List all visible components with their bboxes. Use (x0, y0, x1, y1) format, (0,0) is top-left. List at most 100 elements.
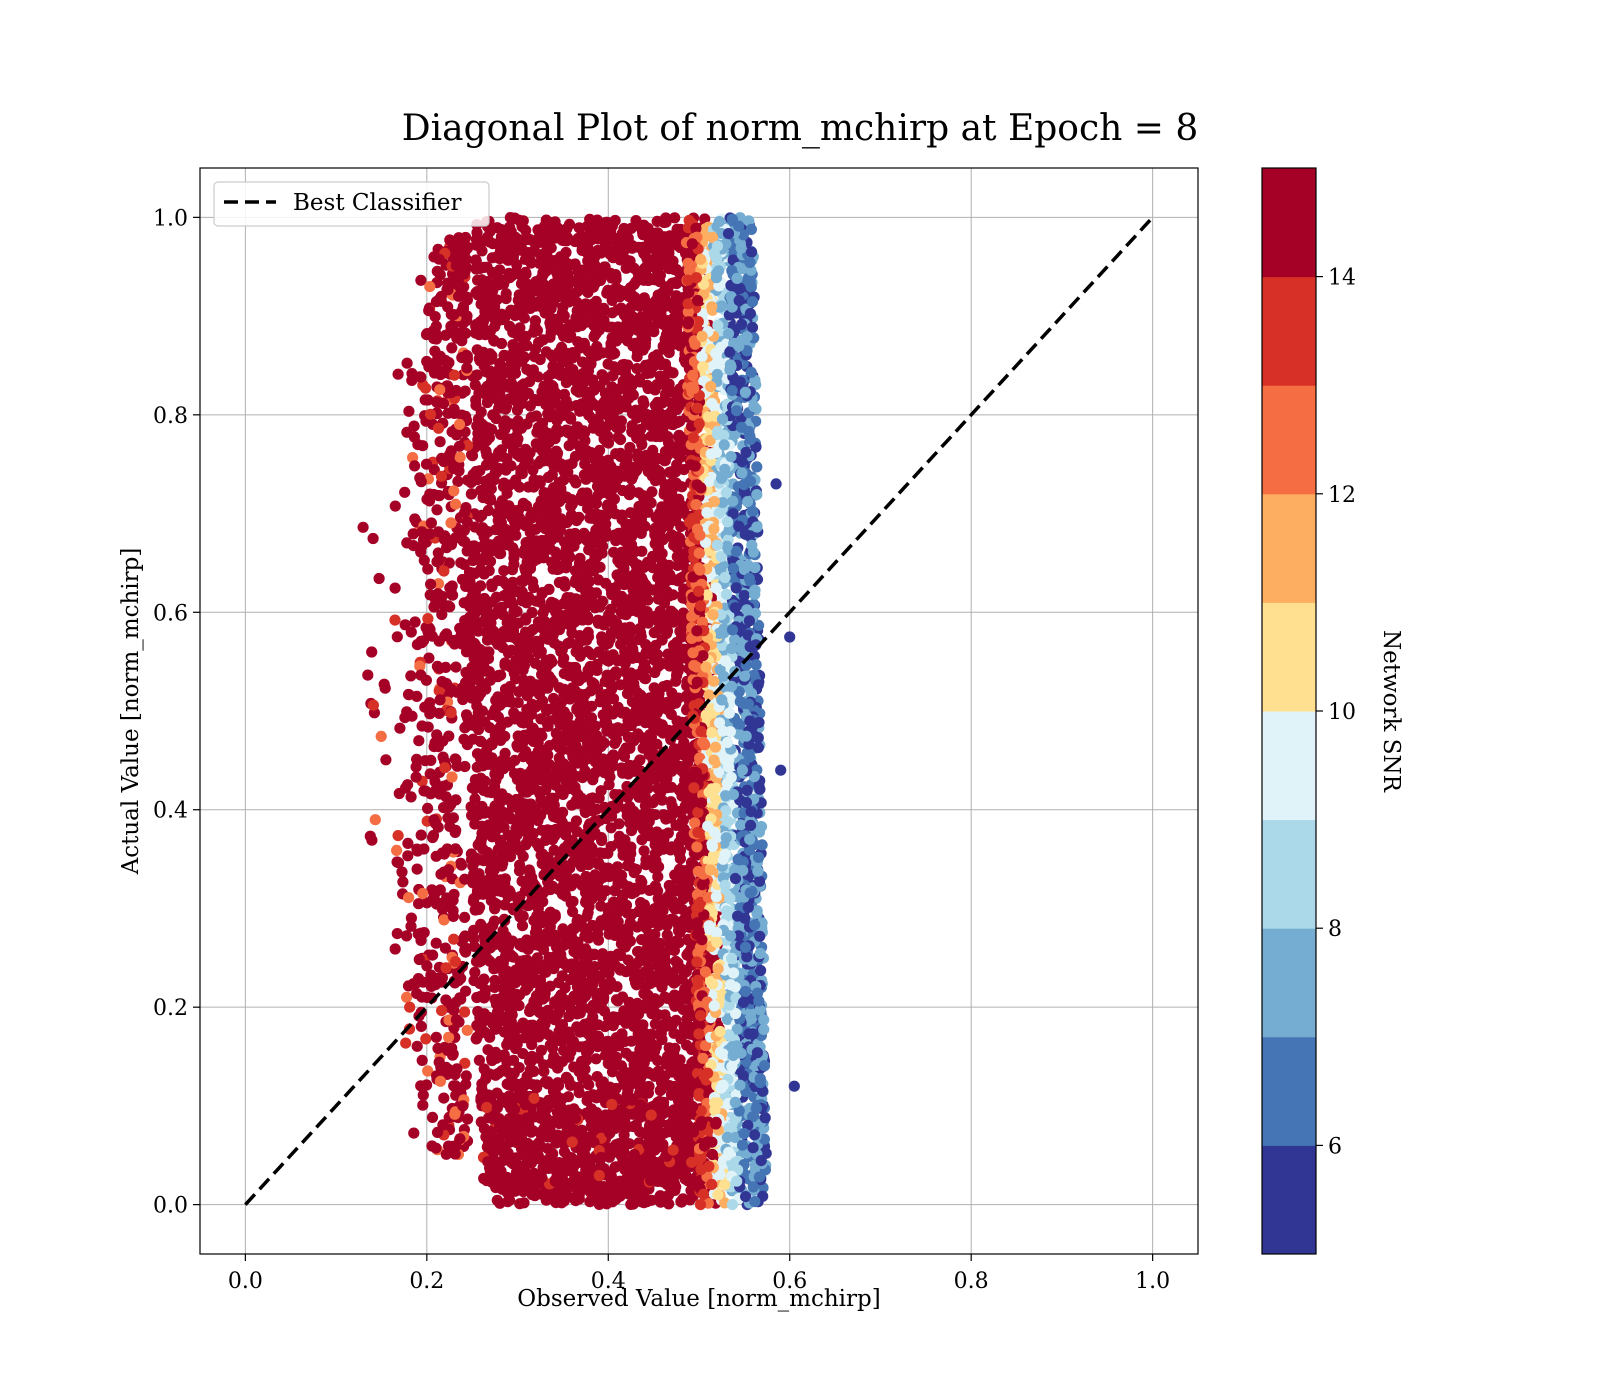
scatter-point (472, 885, 484, 898)
scatter-point (599, 676, 611, 688)
scatter-point (616, 991, 629, 1003)
scatter-point (585, 447, 597, 459)
scatter-point (597, 753, 609, 765)
scatter-point (582, 248, 594, 260)
scatter-point (542, 1078, 554, 1090)
scatter-point (646, 718, 658, 730)
scatter-point (589, 471, 601, 484)
scatter-point (480, 445, 492, 457)
scatter-point (666, 760, 679, 772)
scatter-point (606, 952, 618, 965)
scatter-point (565, 509, 578, 521)
scatter-point (526, 512, 538, 524)
scatter-point (675, 645, 687, 657)
scatter-point (663, 944, 675, 956)
scatter-point (553, 640, 565, 652)
scatter-point (517, 674, 529, 686)
scatter-point (671, 843, 683, 855)
scatter-point (666, 1019, 678, 1031)
scatter-point (507, 576, 519, 588)
scatter-point (574, 440, 586, 452)
scatter-point (622, 954, 634, 966)
scatter-point (501, 965, 513, 977)
scatter-point (594, 380, 606, 392)
scatter-point (638, 561, 650, 574)
scatter-point (515, 1020, 527, 1032)
scatter-point (534, 596, 546, 608)
scatter-point (649, 399, 661, 411)
scatter-point (618, 1078, 630, 1090)
scatter-point (468, 933, 480, 945)
scatter-point (513, 289, 525, 301)
scatter-point (612, 722, 624, 734)
scatter-point (521, 340, 533, 352)
scatter-point (584, 512, 596, 524)
scatter-point (520, 614, 532, 626)
scatter-point (561, 491, 573, 503)
scatter-point (513, 481, 526, 493)
scatter-point (575, 748, 588, 761)
scatter-point (505, 813, 518, 825)
scatter-point (533, 786, 545, 798)
scatter-point (555, 458, 567, 470)
scatter-point (643, 815, 655, 828)
scatter-point (549, 433, 561, 445)
scatter-point (637, 344, 649, 356)
scatter-point (469, 966, 481, 978)
scatter-point (570, 815, 583, 827)
scatter-point (579, 990, 592, 1002)
scatter-point (544, 980, 556, 992)
scatter-point (531, 553, 543, 565)
scatter-point (669, 212, 681, 224)
scatter-point (559, 887, 571, 899)
scatter-point (649, 626, 662, 639)
scatter-point (511, 436, 523, 449)
scatter-point (637, 1196, 649, 1208)
scatter-point (501, 436, 513, 448)
scatter-point (651, 349, 663, 361)
scatter-point (483, 819, 495, 831)
scatter-point (506, 564, 518, 576)
scatter-point (536, 619, 548, 631)
scatter-point (573, 222, 585, 234)
scatter-point (624, 668, 636, 681)
scatter-point (540, 545, 552, 557)
scatter-point (592, 1041, 604, 1053)
scatter-point (660, 513, 672, 525)
scatter-point (643, 884, 656, 897)
scatter-point (514, 938, 526, 950)
scatter-point (491, 724, 503, 736)
scatter-point (601, 725, 613, 737)
scatter-point (606, 220, 618, 232)
scatter-point (498, 590, 510, 602)
scatter-point (603, 982, 616, 994)
scatter-point (596, 835, 608, 847)
scatter-point (500, 288, 512, 300)
scatter-point (610, 581, 622, 594)
scatter-point (679, 800, 691, 812)
scatter-point (611, 734, 623, 746)
scatter-point (666, 1054, 678, 1066)
scatter-point (654, 269, 667, 281)
scatter-point (549, 996, 561, 1008)
scatter-point (484, 555, 497, 567)
scatter-point (551, 367, 563, 379)
scatter-point (468, 783, 480, 795)
scatter-point (478, 312, 490, 324)
scatter-point (606, 471, 618, 483)
scatter-point (511, 827, 523, 839)
scatter-point (484, 889, 496, 902)
scatter-point (636, 934, 648, 946)
scatter-point (622, 786, 634, 798)
scatter-point (582, 907, 594, 919)
scatter-point (536, 824, 548, 836)
scatter-point (668, 1080, 681, 1093)
scatter-point (515, 781, 527, 794)
scatter-point (678, 1025, 690, 1038)
scatter-point (503, 222, 515, 234)
scatter-point (549, 386, 561, 398)
scatter-point (642, 1066, 654, 1078)
scatter-point (568, 661, 580, 674)
scatter-point (628, 262, 640, 274)
scatter-point (592, 614, 604, 626)
